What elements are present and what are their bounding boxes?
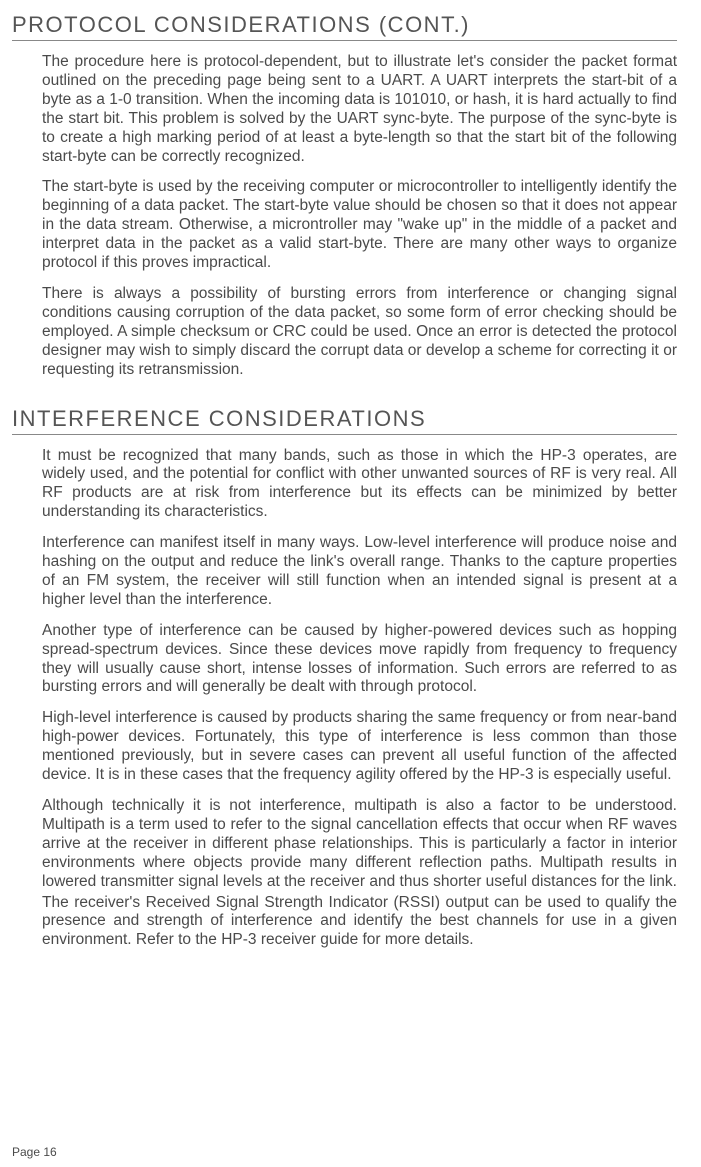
body-paragraph: Although technically it is not interfere… [42,797,677,892]
section-heading-interference: INTERFERENCE CONSIDERATIONS [12,406,677,435]
body-paragraph: It must be recognized that many bands, s… [42,447,677,523]
body-paragraph: The receiver's Received Signal Strength … [42,894,677,951]
body-paragraph: Interference can manifest itself in many… [42,534,677,610]
body-paragraph: Another type of interference can be caus… [42,622,677,698]
body-paragraph: The start-byte is used by the receiving … [42,178,677,273]
body-paragraph: High-level interference is caused by pro… [42,709,677,785]
section-heading-protocol: PROTOCOL CONSIDERATIONS (CONT.) [12,12,677,41]
page-number: Page 16 [12,1145,57,1159]
body-paragraph: The procedure here is protocol-dependent… [42,53,677,166]
body-paragraph: There is always a possibility of burstin… [42,285,677,380]
